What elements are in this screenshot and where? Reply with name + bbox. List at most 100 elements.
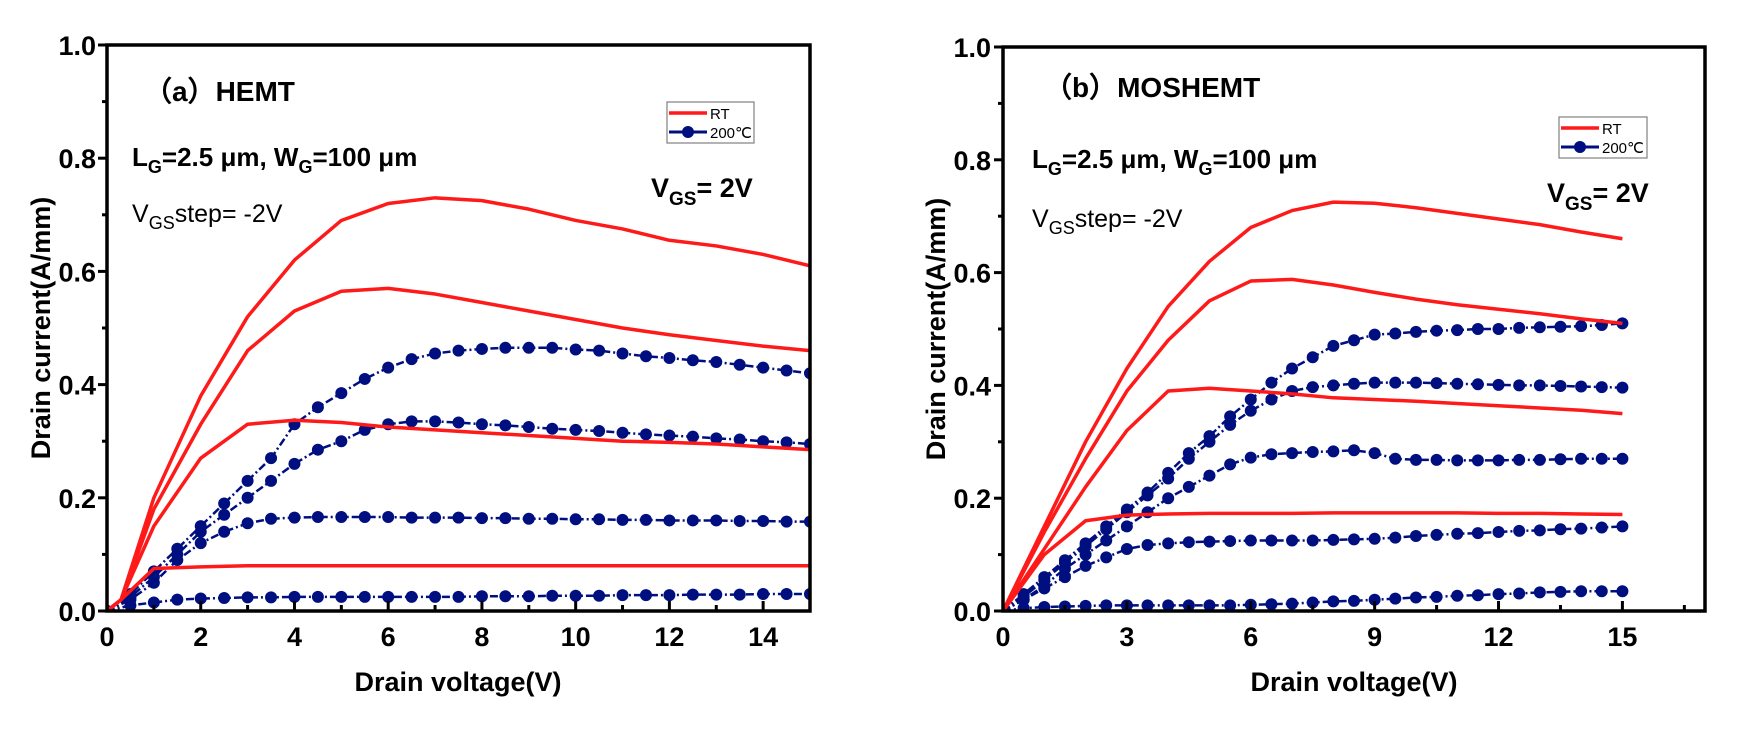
text-span: =100 μm bbox=[1213, 144, 1318, 174]
data-point-200c bbox=[288, 511, 301, 524]
data-point-200c bbox=[1389, 327, 1402, 340]
data-point-200c bbox=[733, 433, 746, 446]
data-point-200c bbox=[1409, 376, 1422, 389]
data-point-200c bbox=[1389, 376, 1402, 389]
data-point-200c bbox=[265, 512, 278, 525]
plot-area bbox=[107, 196, 810, 611]
data-point-200c bbox=[1409, 529, 1422, 542]
y-tick-label: 0.6 bbox=[58, 257, 96, 287]
data-point-200c bbox=[686, 354, 699, 367]
data-point-200c bbox=[499, 590, 512, 603]
data-point-200c bbox=[1616, 520, 1629, 533]
data-point-200c bbox=[1079, 599, 1092, 611]
legend-200c-marker bbox=[682, 126, 694, 138]
data-point-200c bbox=[1554, 379, 1567, 392]
data-point-200c bbox=[1616, 452, 1629, 465]
data-point-200c bbox=[663, 351, 676, 364]
data-point-200c bbox=[593, 425, 606, 438]
data-point-200c bbox=[429, 415, 442, 428]
data-point-200c bbox=[780, 588, 793, 601]
legend-label-rt: RT bbox=[1602, 121, 1622, 138]
data-point-200c bbox=[218, 497, 231, 510]
x-tick-label: 10 bbox=[561, 622, 591, 652]
data-point-200c bbox=[1554, 320, 1567, 333]
y-tick-label: 0.4 bbox=[953, 371, 991, 401]
data-point-200c bbox=[1038, 582, 1051, 595]
data-point-200c bbox=[335, 590, 348, 603]
data-point-200c bbox=[1348, 594, 1360, 607]
legend-box bbox=[666, 101, 755, 144]
subscript: GS bbox=[149, 213, 175, 233]
data-point-200c bbox=[710, 588, 723, 601]
data-point-200c bbox=[616, 513, 629, 526]
series-rt-line bbox=[1003, 386, 1623, 611]
data-point-200c bbox=[1409, 325, 1422, 338]
data-point-200c bbox=[1286, 362, 1299, 375]
series-rt-line bbox=[1003, 200, 1623, 611]
data-point-200c bbox=[1368, 532, 1381, 545]
data-point-200c bbox=[452, 344, 465, 357]
data-point-200c bbox=[546, 341, 559, 354]
data-point-200c bbox=[1327, 445, 1340, 458]
text-span: L bbox=[1032, 144, 1048, 174]
text-span: step= -2V bbox=[1075, 205, 1183, 233]
data-point-200c bbox=[429, 590, 442, 603]
data-point-200c bbox=[429, 347, 442, 360]
data-point-200c bbox=[1162, 492, 1175, 505]
data-point-200c bbox=[710, 432, 723, 445]
data-point-200c bbox=[171, 554, 184, 567]
series-rt-line bbox=[107, 286, 810, 611]
legend-200c-marker bbox=[1574, 141, 1586, 153]
data-point-200c bbox=[452, 416, 465, 429]
data-point-200c bbox=[1244, 404, 1257, 417]
data-point-200c bbox=[405, 353, 418, 366]
data-point-200c bbox=[1451, 324, 1464, 337]
data-point-200c bbox=[1513, 524, 1526, 537]
data-point-200c bbox=[194, 537, 207, 550]
data-point-200c bbox=[780, 515, 793, 528]
data-point-200c bbox=[1451, 377, 1464, 390]
data-point-200c bbox=[546, 589, 559, 602]
series-rt-line bbox=[107, 563, 810, 611]
data-point-200c bbox=[710, 514, 723, 527]
data-point-200c bbox=[382, 590, 395, 603]
data-point-200c bbox=[311, 443, 324, 456]
data-point-200c bbox=[1141, 506, 1154, 519]
data-point-200c bbox=[1017, 602, 1030, 611]
data-point-200c bbox=[1306, 596, 1319, 609]
data-point-200c bbox=[1575, 522, 1588, 535]
y-axis-title: Drain current(A/mm) bbox=[921, 198, 951, 461]
plot-area bbox=[1003, 200, 1629, 611]
legend: RT 200℃ bbox=[666, 101, 755, 144]
x-tick-label: 6 bbox=[1243, 622, 1258, 652]
data-point-200c bbox=[569, 513, 582, 526]
data-point-200c bbox=[1079, 540, 1092, 553]
data-point-200c bbox=[382, 361, 395, 374]
data-point-200c bbox=[1265, 534, 1278, 547]
data-point-200c bbox=[499, 512, 512, 525]
data-point-200c bbox=[1286, 534, 1299, 547]
x-tick-label: 4 bbox=[287, 622, 302, 652]
y-tick-label: 0.0 bbox=[953, 597, 991, 627]
y-tick-label: 0.0 bbox=[58, 597, 96, 627]
data-point-200c bbox=[522, 512, 535, 525]
x-tick-label: 8 bbox=[474, 622, 489, 652]
y-tick-label: 0.8 bbox=[953, 146, 991, 176]
data-point-200c bbox=[1348, 334, 1360, 347]
x-tick-label: 0 bbox=[99, 622, 114, 652]
data-point-200c bbox=[1265, 448, 1278, 461]
data-point-200c bbox=[1327, 339, 1340, 352]
x-tick-label: 12 bbox=[1484, 622, 1514, 652]
subscript: G bbox=[298, 157, 312, 177]
data-point-200c bbox=[241, 491, 254, 504]
data-point-200c bbox=[1575, 452, 1588, 465]
data-point-200c bbox=[1492, 454, 1505, 467]
data-point-200c bbox=[1513, 587, 1526, 600]
data-point-200c bbox=[124, 599, 137, 611]
data-point-200c bbox=[499, 419, 512, 432]
data-point-200c bbox=[194, 525, 207, 538]
data-point-200c bbox=[616, 426, 629, 439]
data-point-200c bbox=[1306, 381, 1319, 394]
series-rt-line bbox=[107, 196, 810, 611]
data-point-200c bbox=[1368, 593, 1381, 606]
